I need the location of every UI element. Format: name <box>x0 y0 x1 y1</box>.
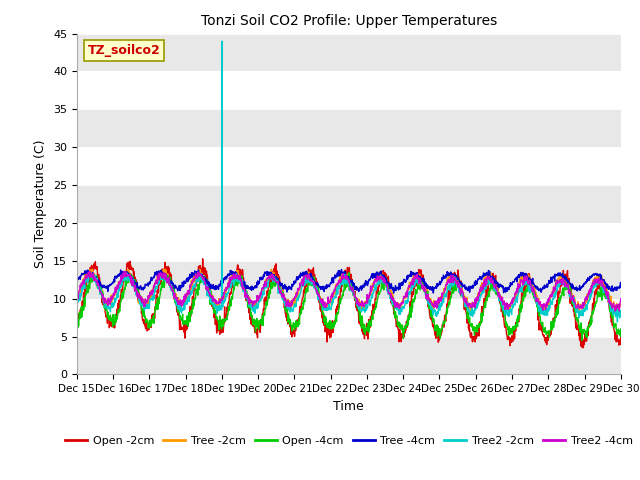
Tree2 -2cm <box>218 38 226 44</box>
Open -2cm <box>255 326 263 332</box>
Text: TZ_soilco2: TZ_soilco2 <box>88 44 161 57</box>
Tree2 -4cm <box>255 293 263 299</box>
Tree -4cm <box>73 277 81 283</box>
Tree -2cm <box>73 295 81 301</box>
Open -4cm <box>617 326 625 332</box>
Tree2 -4cm <box>120 268 128 274</box>
Tree -2cm <box>553 278 561 284</box>
Line: Tree2 -4cm: Tree2 -4cm <box>77 271 621 311</box>
Tree2 -2cm <box>434 309 442 314</box>
Open -2cm <box>73 322 81 328</box>
Tree2 -2cm <box>617 309 625 314</box>
Open -2cm <box>617 333 625 339</box>
Tree -4cm <box>390 290 397 296</box>
Open -4cm <box>180 321 188 326</box>
Legend: Open -2cm, Tree -2cm, Open -4cm, Tree -4cm, Tree2 -2cm, Tree2 -4cm: Open -2cm, Tree -2cm, Open -4cm, Tree -4… <box>61 431 637 450</box>
Tree2 -4cm <box>611 308 619 314</box>
Open -4cm <box>345 270 353 276</box>
Line: Open -2cm: Open -2cm <box>77 259 621 348</box>
Tree -4cm <box>255 279 262 285</box>
Line: Tree2 -2cm: Tree2 -2cm <box>77 41 621 322</box>
Open -4cm <box>73 323 81 329</box>
Tree2 -2cm <box>614 319 621 325</box>
Bar <box>77 34 621 72</box>
Tree2 -2cm <box>505 312 513 317</box>
Line: Open -4cm: Open -4cm <box>77 273 621 340</box>
Tree -2cm <box>434 299 442 304</box>
Bar <box>77 185 621 223</box>
Line: Tree -2cm: Tree -2cm <box>77 269 621 312</box>
Open -2cm <box>180 330 188 336</box>
Open -2cm <box>199 256 207 262</box>
Tree -4cm <box>434 283 442 289</box>
Tree -2cm <box>617 302 625 308</box>
Tree -2cm <box>88 266 96 272</box>
Open -2cm <box>194 274 202 280</box>
Open -4cm <box>553 307 561 313</box>
Tree -2cm <box>467 309 474 314</box>
Tree2 -4cm <box>553 279 561 285</box>
Tree2 -2cm <box>553 286 561 291</box>
Tree2 -4cm <box>505 304 513 310</box>
Tree -4cm <box>553 272 561 277</box>
Tree2 -2cm <box>73 295 81 301</box>
Line: Tree -4cm: Tree -4cm <box>77 269 621 293</box>
Tree -4cm <box>194 269 202 275</box>
Tree2 -2cm <box>194 279 202 285</box>
Tree2 -4cm <box>195 273 202 278</box>
Tree2 -2cm <box>255 298 263 304</box>
Bar <box>77 261 621 299</box>
Open -2cm <box>434 334 442 340</box>
Y-axis label: Soil Temperature (C): Soil Temperature (C) <box>35 140 47 268</box>
Title: Tonzi Soil CO2 Profile: Upper Temperatures: Tonzi Soil CO2 Profile: Upper Temperatur… <box>201 14 497 28</box>
Tree2 -4cm <box>73 293 81 299</box>
Tree -2cm <box>505 302 513 308</box>
X-axis label: Time: Time <box>333 400 364 413</box>
Tree2 -4cm <box>434 304 442 310</box>
Open -4cm <box>578 337 586 343</box>
Bar <box>77 336 621 374</box>
Tree2 -4cm <box>181 297 189 303</box>
Open -4cm <box>434 334 442 339</box>
Open -2cm <box>505 334 513 339</box>
Tree2 -4cm <box>617 296 625 301</box>
Tree -4cm <box>617 281 625 287</box>
Tree -2cm <box>255 294 263 300</box>
Open -4cm <box>194 292 202 298</box>
Open -2cm <box>553 302 561 308</box>
Tree2 -2cm <box>180 307 188 312</box>
Tree -4cm <box>180 280 188 286</box>
Tree -4cm <box>505 287 513 293</box>
Open -2cm <box>580 345 588 350</box>
Tree -4cm <box>337 266 345 272</box>
Tree -2cm <box>195 273 202 278</box>
Open -4cm <box>505 333 513 338</box>
Open -4cm <box>255 326 262 332</box>
Tree -2cm <box>181 296 189 302</box>
Bar <box>77 109 621 147</box>
